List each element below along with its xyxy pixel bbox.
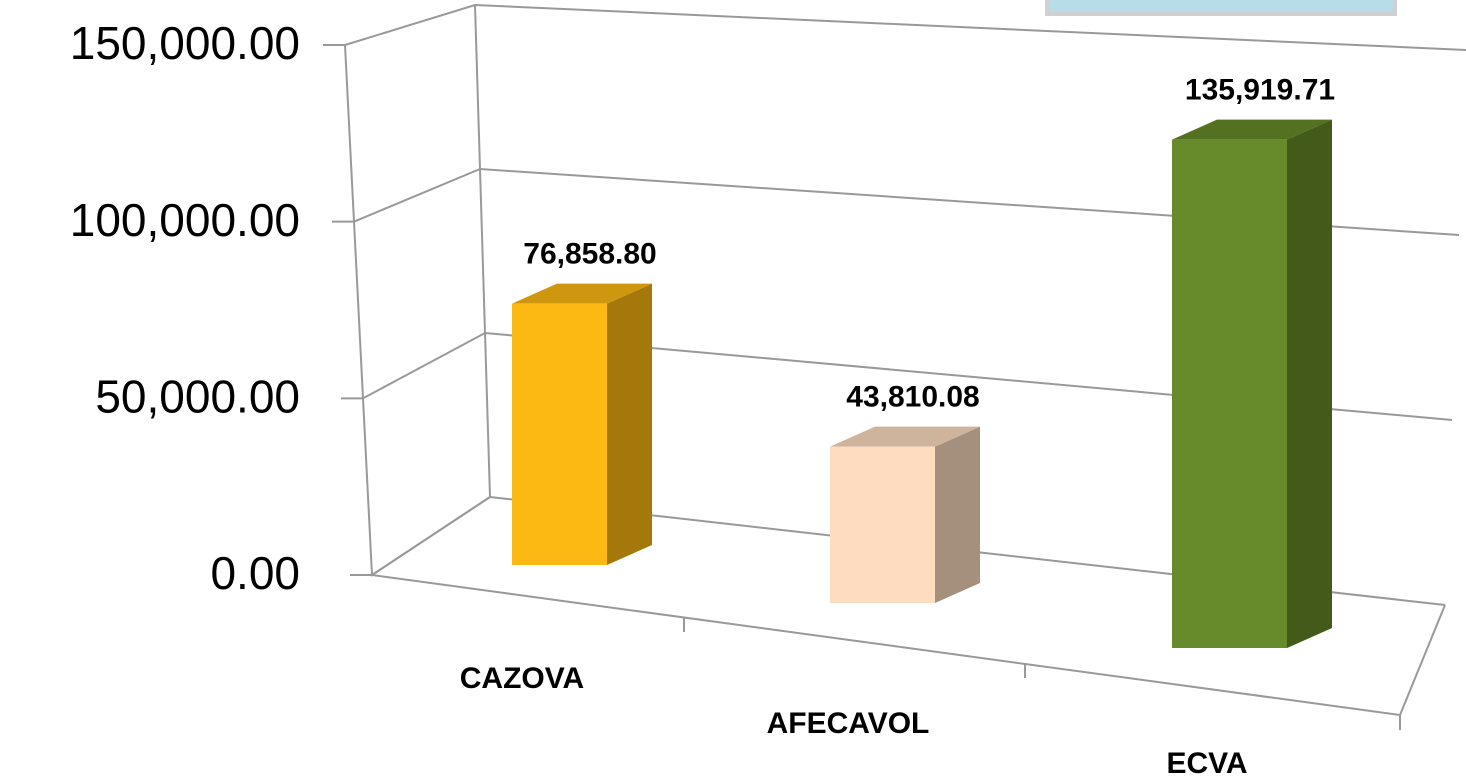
bar-top-shade [1172,119,1332,140]
bar [830,446,935,603]
y-tick-label: 150,000.00 [70,17,300,69]
y-tick-label: 50,000.00 [95,370,300,422]
grid-line [362,331,1453,421]
value-label: 76,858.80 [523,238,656,271]
grid-line [353,167,1460,236]
wall-edge [344,4,492,577]
bar-side-shade [935,426,980,603]
bar [1172,139,1287,648]
bar-top [1172,119,1332,140]
x-tick-label: CAZOVA [460,662,584,695]
x-tick-label: ECVA [1166,747,1247,780]
x-tick-label: AFECAVOL [767,707,930,740]
bar-side [1287,119,1332,649]
bar-side-shade [607,283,652,565]
bar-side [607,283,652,565]
bar-side [935,426,980,603]
value-label: 43,810.08 [846,381,979,414]
bar [512,303,607,565]
bar-top [830,426,980,447]
bar-side-shade [1287,119,1332,649]
bar-top-shade [830,426,980,447]
bar-top-shade [512,283,652,304]
legend-box [1045,0,1397,16]
y-tick-label: 100,000.00 [70,194,300,246]
grid-line [344,3,1466,51]
bar-top [512,283,652,304]
value-label: 135,919.71 [1185,74,1335,107]
y-tick-label: 0.00 [210,547,300,599]
grid-line [371,495,1446,606]
